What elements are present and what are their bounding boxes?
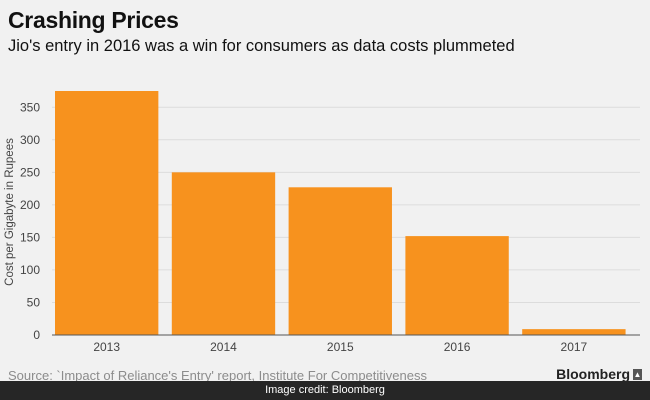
y-tick-label: 250 — [20, 165, 40, 179]
x-tick-label: 2013 — [93, 340, 120, 354]
y-tick-label: 350 — [20, 100, 40, 114]
y-tick-label: 100 — [20, 263, 40, 277]
y-tick-label: 300 — [20, 133, 40, 147]
bloomberg-logo-icon: ▲ — [633, 368, 642, 380]
y-tick-label: 0 — [33, 328, 40, 342]
x-tick-label: 2017 — [561, 340, 588, 354]
y-tick-label: 50 — [27, 295, 41, 309]
x-tick-label: 2016 — [444, 340, 471, 354]
x-tick-labels: 2013 2014 2015 2016 2017 — [93, 340, 587, 354]
brand-name: Bloomberg — [556, 366, 630, 382]
y-tick-labels: 0 50 100 150 200 250 300 350 — [20, 100, 40, 342]
bar-2015 — [288, 187, 392, 335]
y-axis-label: Cost per Gigabyte in Rupees — [4, 138, 16, 286]
y-tick-label: 200 — [20, 198, 40, 212]
x-tick-label: 2014 — [210, 340, 237, 354]
bars — [55, 91, 626, 335]
x-tick-label: 2015 — [327, 340, 354, 354]
source-note: Source: `Impact of Reliance's Entry' rep… — [8, 368, 427, 383]
y-tick-label: 150 — [20, 230, 40, 244]
bar-2013 — [55, 91, 159, 335]
image-credit-bar: Image credit: Bloomberg — [0, 381, 650, 400]
bar-2014 — [171, 172, 276, 335]
bar-2016 — [405, 236, 509, 335]
image-credit: Image credit: Bloomberg — [265, 384, 385, 396]
chart-title: Crashing Prices — [8, 7, 179, 33]
brand-logo: Bloomberg ▲ — [556, 366, 642, 382]
bar-2017 — [522, 329, 626, 335]
chart-subtitle: Jio's entry in 2016 was a win for consum… — [8, 37, 515, 55]
